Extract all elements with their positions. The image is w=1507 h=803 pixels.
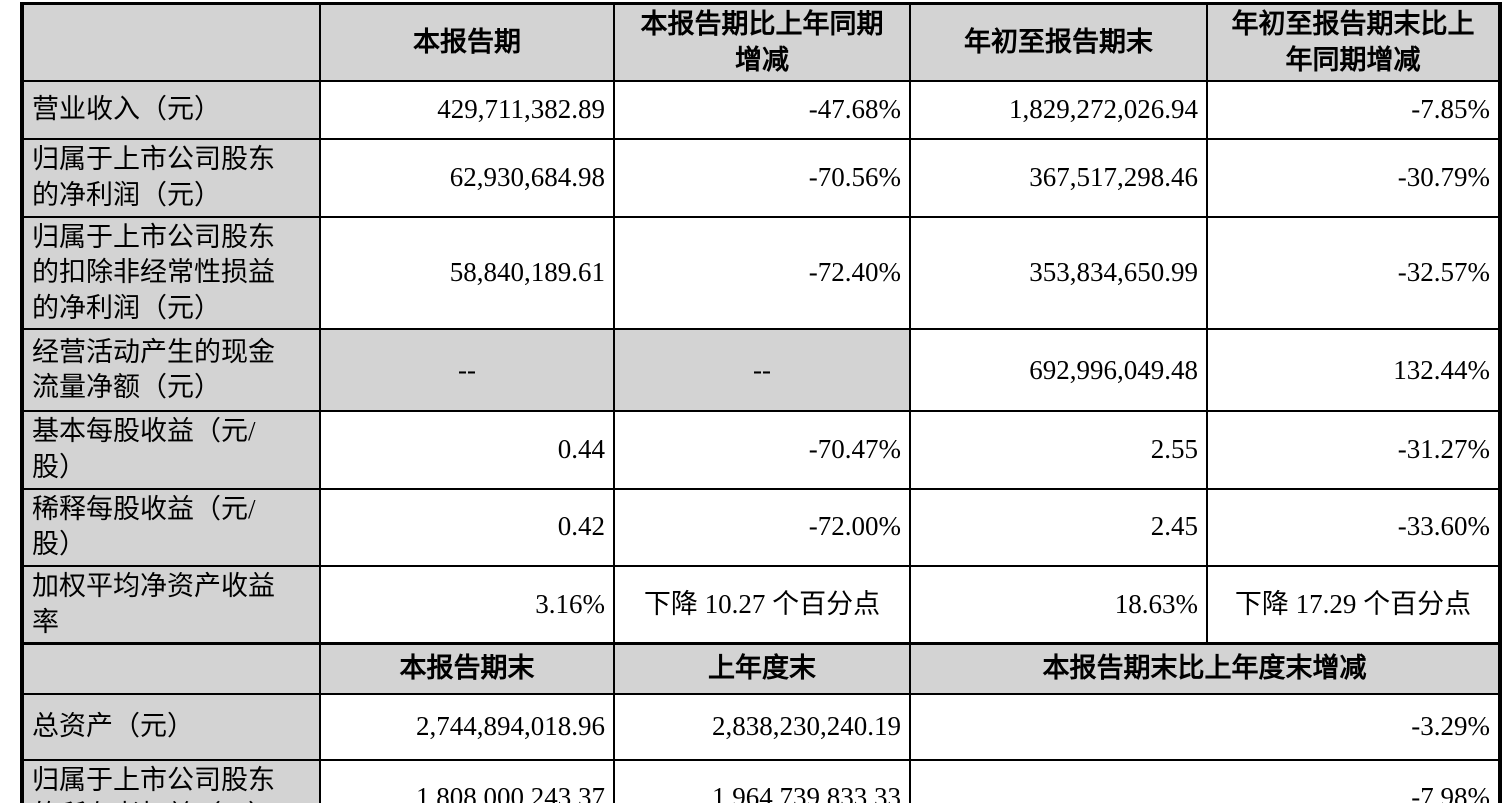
header-prior-year-end: 上年度末	[613, 642, 911, 695]
row-total-assets: 总资产（元） 2,744,894,018.96 2,838,230,240.19…	[21, 692, 1501, 761]
cell-weighted-avg-roe-current-yoy: 下降 10.27 个百分点	[613, 564, 911, 645]
cell-diluted-eps-ytd: 2.45	[909, 487, 1208, 567]
cell-weighted-avg-roe-ytd-yoy: 下降 17.29 个百分点	[1206, 564, 1501, 645]
cell-diluted-eps-current-yoy: -72.00%	[613, 487, 911, 567]
header-ytd-yoy: 年初至报告期末比上 年同期增减	[1206, 2, 1501, 83]
cell-net-profit-deducted-current-yoy: -72.40%	[613, 215, 911, 331]
cell-basic-eps-ytd: 2.55	[909, 410, 1208, 490]
row-net-profit-deducted: 归属于上市公司股东 的扣除非经常性损益 的净利润（元） 58,840,189.6…	[21, 215, 1501, 331]
row-revenue: 营业收入（元） 429,711,382.89 -47.68% 1,829,272…	[21, 80, 1501, 141]
cell-net-profit-deducted-current: 58,840,189.61	[319, 215, 615, 331]
cell-total-assets-prior-year-end: 2,838,230,240.19	[613, 692, 911, 761]
header-row-eop: 本报告期末 上年度末 本报告期末比上年度末增减	[21, 642, 1501, 695]
row-label-weighted-avg-roe: 加权平均净资产收益 率	[21, 564, 321, 645]
cell-revenue-current: 429,711,382.89	[319, 80, 615, 141]
header-eop-corner	[21, 642, 321, 695]
cell-revenue-ytd: 1,829,272,026.94	[909, 80, 1208, 141]
row-label-net-profit: 归属于上市公司股东 的净利润（元）	[21, 138, 321, 218]
row-operating-cash-flow: 经营活动产生的现金 流量净额（元） -- -- 692,996,049.48 1…	[21, 328, 1501, 413]
cell-weighted-avg-roe-current: 3.16%	[319, 564, 615, 645]
cell-operating-cash-flow-ytd: 692,996,049.48	[909, 328, 1208, 413]
cell-owners-equity-current-end: 1,808,000,243.37	[319, 758, 615, 803]
cell-revenue-ytd-yoy: -7.85%	[1206, 80, 1501, 141]
row-label-operating-cash-flow: 经营活动产生的现金 流量净额（元）	[21, 328, 321, 413]
cell-net-profit-current: 62,930,684.98	[319, 138, 615, 218]
cell-net-profit-deducted-ytd: 353,834,650.99	[909, 215, 1208, 331]
cell-basic-eps-current: 0.44	[319, 410, 615, 490]
cell-net-profit-deducted-ytd-yoy: -32.57%	[1206, 215, 1501, 331]
header-row-period: 本报告期 本报告期比上年同期 增减 年初至报告期末 年初至报告期末比上 年同期增…	[21, 2, 1501, 83]
cell-operating-cash-flow-current-yoy: --	[613, 328, 911, 413]
cell-basic-eps-current-yoy: -70.47%	[613, 410, 911, 490]
cell-operating-cash-flow-ytd-yoy: 132.44%	[1206, 328, 1501, 413]
header-current-end: 本报告期末	[319, 642, 615, 695]
cell-revenue-current-yoy: -47.68%	[613, 80, 911, 141]
cell-operating-cash-flow-current: --	[319, 328, 615, 413]
header-current-period: 本报告期	[319, 2, 615, 83]
cell-net-profit-ytd: 367,517,298.46	[909, 138, 1208, 218]
cell-diluted-eps-current: 0.42	[319, 487, 615, 567]
row-owners-equity: 归属于上市公司股东 的所有者权益（元） 1,808,000,243.37 1,9…	[21, 758, 1501, 803]
row-label-net-profit-deducted: 归属于上市公司股东 的扣除非经常性损益 的净利润（元）	[21, 215, 321, 331]
header-current-period-yoy: 本报告期比上年同期 增减	[613, 2, 911, 83]
row-label-basic-eps: 基本每股收益（元/ 股）	[21, 410, 321, 490]
cell-basic-eps-ytd-yoy: -31.27%	[1206, 410, 1501, 490]
cell-net-profit-current-yoy: -70.56%	[613, 138, 911, 218]
row-basic-eps: 基本每股收益（元/ 股） 0.44 -70.47% 2.55 -31.27%	[21, 410, 1501, 490]
key-financials-table: 本报告期 本报告期比上年同期 增减 年初至报告期末 年初至报告期末比上 年同期增…	[20, 2, 1502, 803]
row-weighted-avg-roe: 加权平均净资产收益 率 3.16% 下降 10.27 个百分点 18.63% 下…	[21, 564, 1501, 645]
header-ytd: 年初至报告期末	[909, 2, 1208, 83]
header-corner	[21, 2, 321, 83]
row-label-revenue: 营业收入（元）	[21, 80, 321, 141]
row-diluted-eps: 稀释每股收益（元/ 股） 0.42 -72.00% 2.45 -33.60%	[21, 487, 1501, 567]
cell-owners-equity-change: -7.98%	[909, 758, 1501, 803]
cell-total-assets-current-end: 2,744,894,018.96	[319, 692, 615, 761]
cell-diluted-eps-ytd-yoy: -33.60%	[1206, 487, 1501, 567]
header-eop-change: 本报告期末比上年度末增减	[909, 642, 1501, 695]
cell-owners-equity-prior-year-end: 1,964,739,833.33	[613, 758, 911, 803]
row-label-owners-equity: 归属于上市公司股东 的所有者权益（元）	[21, 758, 321, 803]
cell-net-profit-ytd-yoy: -30.79%	[1206, 138, 1501, 218]
cell-total-assets-change: -3.29%	[909, 692, 1501, 761]
cell-weighted-avg-roe-ytd: 18.63%	[909, 564, 1208, 645]
row-label-diluted-eps: 稀释每股收益（元/ 股）	[21, 487, 321, 567]
row-net-profit: 归属于上市公司股东 的净利润（元） 62,930,684.98 -70.56% …	[21, 138, 1501, 218]
row-label-total-assets: 总资产（元）	[21, 692, 321, 761]
